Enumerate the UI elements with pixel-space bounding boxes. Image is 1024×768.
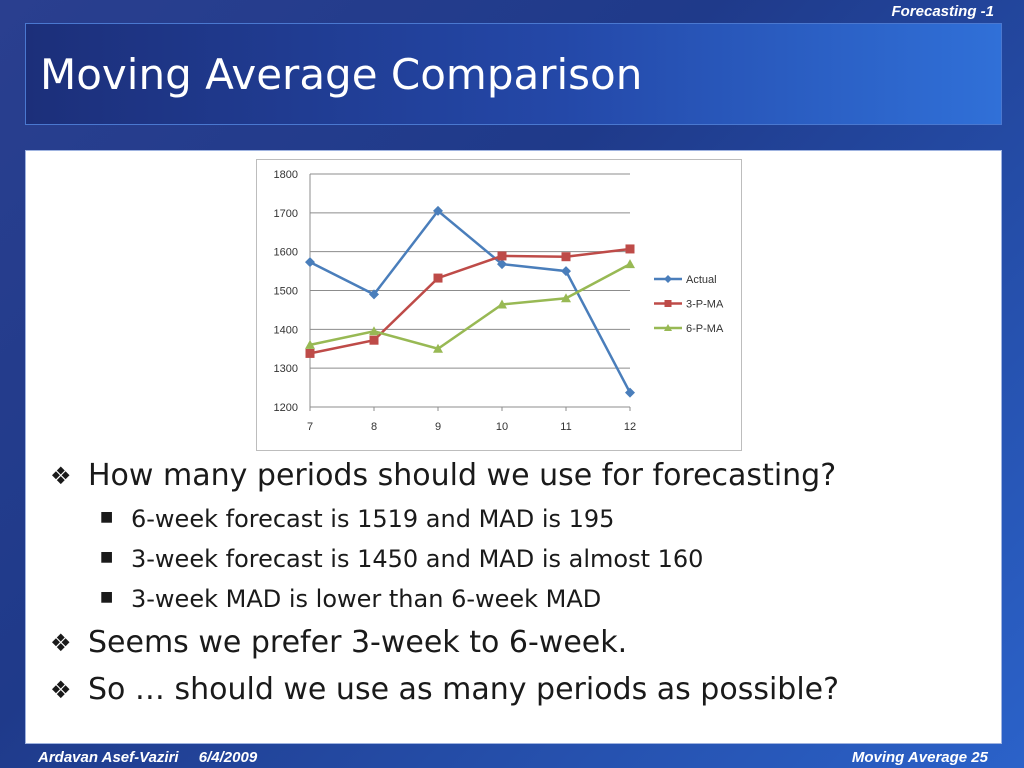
- sub-bullet-item: ■ 3-week forecast is 1450 and MAD is alm…: [48, 543, 988, 575]
- data-point: [561, 266, 571, 277]
- sub-bullet-text: 3-week forecast is 1450 and MAD is almos…: [131, 545, 704, 573]
- data-point: [305, 257, 315, 268]
- x-tick-label: 11: [560, 421, 571, 433]
- y-tick-label: 1600: [274, 247, 298, 259]
- y-tick-label: 1800: [274, 169, 298, 181]
- data-point: [369, 326, 379, 336]
- legend-marker: [664, 324, 672, 331]
- y-tick-label: 1300: [274, 363, 298, 375]
- data-point: [369, 289, 379, 300]
- data-point: [497, 259, 507, 270]
- square-bullet-icon: ■: [100, 549, 114, 565]
- sub-bullet-item: ■ 3-week MAD is lower than 6-week MAD: [48, 583, 988, 615]
- diamond-cluster-icon: ❖: [50, 629, 72, 657]
- legend-marker: [664, 300, 672, 307]
- data-point: [433, 343, 443, 353]
- title-bar: Moving Average Comparison: [25, 23, 1002, 125]
- diamond-cluster-icon: ❖: [50, 676, 72, 704]
- x-tick-label: 7: [307, 421, 313, 433]
- chart-svg: 1200 1300 1400 1500 1600 1700 1800 7 8 9 10 11 12 Act…: [274, 169, 724, 433]
- data-point: [561, 293, 571, 303]
- data-point: [625, 259, 635, 269]
- data-point: [625, 387, 635, 398]
- data-point: [561, 252, 571, 262]
- bullet-text: Seems we prefer 3-week to 6-week.: [88, 625, 628, 660]
- footer-left: Ardavan Asef-Vaziri 6/4/2009: [38, 749, 273, 766]
- data-point: [497, 251, 507, 261]
- data-point: [625, 244, 635, 254]
- x-tick-label: 12: [624, 421, 636, 433]
- y-tick-label: 1400: [274, 324, 298, 336]
- content-panel: 1200 1300 1400 1500 1600 1700 1800 7 8 9 10 11 12 Act…: [25, 150, 1002, 744]
- sub-bullet-text: 6-week forecast is 1519 and MAD is 195: [131, 505, 615, 533]
- footer-date: 6/4/2009: [198, 749, 258, 766]
- legend-marker: [664, 275, 672, 283]
- sub-bullet-item: ■ 6-week forecast is 1519 and MAD is 195: [48, 503, 988, 535]
- bullet-item: ❖ So … should we use as many periods as …: [48, 670, 988, 710]
- sub-bullet-text: 3-week MAD is lower than 6-week MAD: [131, 585, 602, 613]
- data-point: [369, 335, 379, 345]
- footer-page: Moving Average 25: [851, 749, 988, 766]
- data-point: [305, 348, 315, 358]
- data-point: [305, 339, 315, 349]
- x-tick-label: 8: [371, 421, 377, 433]
- slide-title: Moving Average Comparison: [40, 50, 643, 99]
- bullet-text: How many periods should we use for forec…: [88, 458, 837, 493]
- diamond-cluster-icon: ❖: [50, 462, 72, 490]
- data-point: [497, 299, 507, 309]
- line-chart: 1200 1300 1400 1500 1600 1700 1800 7 8 9 10 11 12 Act…: [256, 159, 742, 451]
- footer-author: Ardavan Asef-Vaziri: [38, 749, 179, 766]
- legend-label: 6-P-MA: [686, 323, 724, 335]
- data-point: [433, 273, 443, 283]
- section-label: Forecasting -1: [891, 3, 994, 20]
- legend-label: Actual: [686, 274, 717, 286]
- bullet-text: So … should we use as many periods as po…: [88, 672, 840, 707]
- y-tick-label: 1500: [274, 286, 298, 298]
- legend-label: 3-P-MA: [686, 299, 724, 311]
- series-line: [309, 262, 631, 351]
- bullet-item: ❖ Seems we prefer 3-week to 6-week.: [48, 623, 988, 663]
- square-bullet-icon: ■: [100, 509, 114, 525]
- bullet-item: ❖ How many periods should we use for for…: [48, 456, 988, 496]
- series-line: [309, 247, 631, 355]
- x-tick-label: 9: [435, 421, 441, 433]
- y-tick-label: 1700: [274, 208, 298, 220]
- series-line: [309, 209, 632, 394]
- square-bullet-icon: ■: [100, 589, 114, 605]
- bullet-list: ❖ How many periods should we use for for…: [48, 456, 988, 717]
- x-tick-label: 10: [496, 421, 508, 433]
- y-tick-label: 1200: [274, 402, 298, 414]
- data-point: [433, 205, 443, 216]
